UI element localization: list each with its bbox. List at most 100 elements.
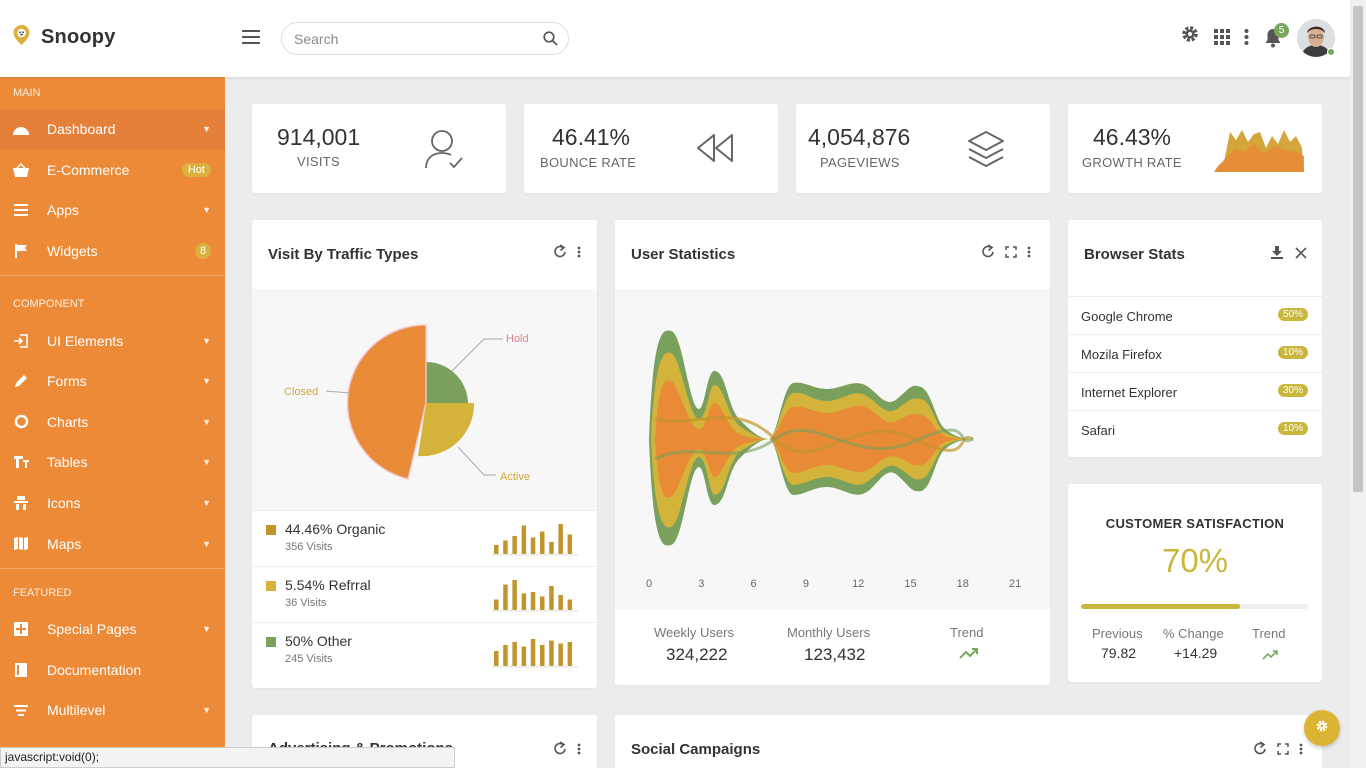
x-tick-label: 21 (1009, 578, 1021, 590)
login-icon (12, 332, 30, 350)
change-label: % Change (1163, 626, 1224, 641)
more-vertical-icon[interactable] (577, 245, 581, 263)
x-tick-label: 3 (698, 578, 704, 590)
sidebar-item-special-pages[interactable]: Special Pages ▼ (0, 609, 225, 650)
settings-fab[interactable] (1304, 710, 1340, 746)
mini-bar (530, 537, 536, 554)
pie-slice-active (418, 403, 475, 457)
more-vertical-icon[interactable] (1299, 742, 1303, 760)
gear-icon (1315, 719, 1329, 738)
sidebar-item-label: Dashboard (47, 121, 116, 138)
sidebar-item-widgets[interactable]: Widgets 8 (0, 231, 225, 272)
grid-apps-icon[interactable] (1214, 29, 1230, 45)
sidebar-item-ui-elements[interactable]: UI Elements ▼ (0, 320, 225, 361)
brand[interactable]: Snoopy (12, 24, 116, 51)
legend-title: 44.46% Organic (285, 521, 386, 537)
sidebar-item-icons[interactable]: Icons ▼ (0, 483, 225, 524)
satisfaction-progress-track (1081, 604, 1308, 609)
monthly-users-label: Monthly Users (787, 625, 871, 640)
refresh-icon[interactable] (554, 244, 567, 263)
browser-name: Mozila Firefox (1081, 347, 1162, 362)
legend-swatch (266, 581, 276, 591)
mini-bar (540, 645, 545, 666)
browser-name: Safari (1081, 423, 1115, 438)
trend-label: Trend (950, 625, 984, 640)
x-tick-label: 18 (957, 578, 969, 590)
search-box (281, 22, 569, 55)
sidebar-item-apps[interactable]: Apps ▼ (0, 190, 225, 231)
change-value: +14.29 (1174, 645, 1218, 661)
close-icon[interactable] (1295, 246, 1307, 264)
sidebar-item-forms[interactable]: Forms ▼ (0, 361, 225, 402)
fullscreen-icon[interactable] (1277, 742, 1289, 760)
sidebar-item-dashboard[interactable]: Dashboard ▼ (0, 109, 225, 150)
satisfaction-value: 70% (1161, 542, 1229, 579)
more-vertical-icon[interactable] (577, 742, 581, 760)
mini-bar (540, 531, 545, 554)
chevron-down-icon: ▼ (202, 705, 211, 716)
multilevel-icon (12, 701, 30, 719)
growth-sparkline (1214, 126, 1304, 177)
mini-bar (530, 639, 536, 666)
gear-icon[interactable] (1180, 24, 1200, 44)
streamgraph: 0 3 6 9 12 15 18 21 (646, 330, 1021, 590)
sidebar-item-label: UI Elements (47, 332, 124, 349)
pages-icon (12, 620, 30, 638)
legend-sub: 356 Visits (285, 541, 333, 553)
more-vertical-icon[interactable] (1244, 29, 1249, 45)
sidebar-item-label: Forms (47, 373, 87, 390)
sidebar-item-multilevel[interactable]: Multilevel ▼ (0, 690, 225, 731)
hot-badge: Hot (181, 162, 211, 177)
download-icon[interactable] (1271, 246, 1283, 264)
stat-value: 46.43% (1093, 124, 1172, 150)
search-icon[interactable] (543, 31, 558, 51)
sidebar-item-label: Documentation (47, 661, 142, 678)
mini-bar (512, 642, 517, 666)
search-input[interactable] (294, 23, 534, 54)
traffic-pie-chart: Hold Closed Active (252, 289, 597, 511)
stream-thread-1 (654, 416, 974, 454)
scrollbar-thumb[interactable] (1353, 6, 1363, 492)
sidebar-divider (0, 567, 225, 569)
x-tick-label: 12 (852, 578, 864, 590)
sidebar-item-charts[interactable]: Charts ▼ (0, 402, 225, 443)
browser-name: Internet Explorer (1081, 385, 1178, 400)
chevron-down-icon: ▼ (202, 205, 211, 216)
list-item[interactable]: Internet Explorer 30% (1068, 372, 1322, 410)
refresh-icon[interactable] (554, 741, 567, 760)
traffic-types-card: Visit By Traffic Types Hold Closed Activ… (252, 220, 597, 688)
chevron-down-icon: ▼ (202, 457, 211, 468)
more-vertical-icon[interactable] (1027, 245, 1031, 263)
mini-bar (567, 534, 573, 554)
pie-slice-hold (426, 362, 468, 403)
table-icon (12, 453, 30, 471)
rewind-icon (696, 133, 734, 168)
pie-slice-closed (346, 324, 427, 480)
fullscreen-icon[interactable] (1005, 245, 1017, 263)
chevron-down-icon: ▼ (202, 416, 211, 427)
mini-bar (567, 599, 573, 610)
sidebar-section-component: COMPONENT (13, 298, 85, 311)
x-tick-label: 6 (751, 578, 757, 590)
page-scrollbar[interactable] (1350, 0, 1366, 768)
mini-bar (521, 525, 527, 554)
list-item[interactable]: Safari 10% (1068, 410, 1322, 448)
sidebar-item-tables[interactable]: Tables ▼ (0, 442, 225, 483)
list-item[interactable]: Google Chrome 50% (1068, 296, 1322, 334)
legend-title: 50% Other (285, 633, 352, 649)
widgets-count-badge: 8 (195, 243, 211, 260)
sidebar-item-label: Charts (47, 413, 89, 430)
mini-bar (530, 592, 536, 610)
sidebar-item-e-commerce[interactable]: E-Commerce Hot (0, 150, 225, 191)
refresh-icon[interactable] (982, 244, 995, 263)
list-item[interactable]: Mozila Firefox 10% (1068, 334, 1322, 372)
legend-swatch (266, 637, 276, 647)
monthly-users-value: 123,432 (804, 645, 866, 664)
social-campaigns-card: Social Campaigns (615, 715, 1322, 768)
refresh-icon[interactable] (1254, 741, 1267, 760)
menu-toggle-icon[interactable] (242, 30, 260, 44)
sidebar-item-documentation[interactable]: Documentation (0, 650, 225, 691)
mini-bar (549, 586, 554, 610)
sidebar-item-maps[interactable]: Maps ▼ (0, 523, 225, 564)
mini-bar (503, 540, 508, 554)
